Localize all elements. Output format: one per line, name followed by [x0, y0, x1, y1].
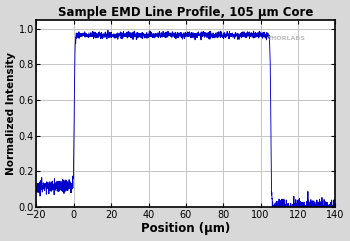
Text: THORLABS: THORLABS — [267, 36, 304, 41]
X-axis label: Position (μm): Position (μm) — [141, 222, 231, 235]
Y-axis label: Normalized Intensity: Normalized Intensity — [6, 52, 15, 175]
Title: Sample EMD Line Profile, 105 μm Core: Sample EMD Line Profile, 105 μm Core — [58, 6, 314, 19]
